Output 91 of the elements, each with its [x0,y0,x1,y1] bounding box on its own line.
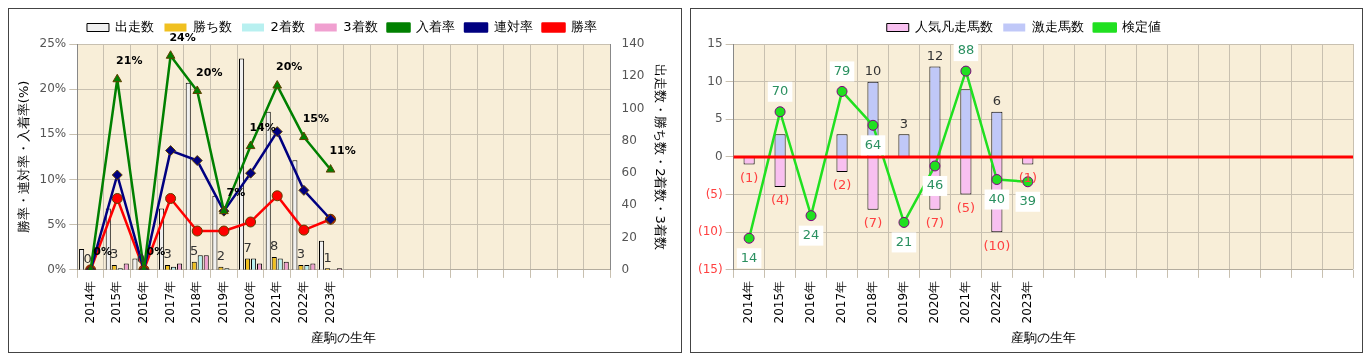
x-tick-label: 2015年 [109,280,124,324]
y2-axis-title: 出走数・勝ち数・2着数・3着数 [652,64,668,250]
y-tick-label: 5% [47,216,67,231]
x-tick-label: 2022年 [296,280,311,324]
y-tick-label: 15 [706,36,723,51]
y-axis-title: 勝率・連対率・入着率(%) [16,80,32,234]
legend-label: 入着率 [416,18,456,34]
x-tick-label: 2014年 [82,280,97,324]
legend-label: 連対率 [493,18,533,34]
x-axis-title: 産駒の生年 [311,329,377,345]
x-tick-label: 2016年 [802,280,817,324]
data-label: 7 [243,239,252,255]
data-label: 20% [276,60,303,74]
data-label: 24 [802,227,819,243]
x-tick-label: 2015年 [771,280,786,324]
data-label: 8 [270,238,279,254]
data-label: 10 [864,63,881,79]
y2-tick-label: 20 [621,229,637,244]
x-tick-label: 2020年 [926,280,941,324]
legend-label: 激走馬数 [1031,18,1084,34]
data-label: 0 [83,251,92,267]
legend-label: 出走数 [115,18,155,34]
data-label: (1) [739,169,758,185]
data-label: 88 [957,42,974,58]
data-label: 20% [196,65,223,79]
data-label: (10) [983,237,1010,253]
data-label: (7) [925,215,944,231]
x-tick-label: 2023年 [1019,280,1034,324]
data-label: 21% [116,54,143,68]
x-axis-title: 産駒の生年 [1010,329,1076,345]
y-tick-label: 10 [706,73,723,88]
x-tick-label: 2020年 [242,280,257,324]
data-label: (7) [863,215,882,231]
x-tick-label: 2018年 [864,280,879,324]
y2-tick-label: 60 [621,165,637,180]
y-tick-label: 25% [39,36,67,51]
y-tick-label: (15) [697,261,723,276]
y-tick-label: 0% [47,261,67,276]
y2-tick-label: 40 [621,197,637,212]
data-label: 15% [302,111,330,125]
legend-label: 勝率 [571,18,598,34]
legend-label: 検定値 [1121,18,1161,34]
legend-label: 人気凡走馬数 [914,18,993,34]
x-tick-label: 2016年 [136,280,151,324]
x-tick-label: 2023年 [322,280,337,324]
x-tick-label: 2021年 [269,280,284,324]
y-tick-label: 20% [39,81,67,96]
data-label: 3 [163,246,172,262]
data-label: (2) [832,177,851,193]
x-tick-label: 2018年 [189,280,204,324]
x-tick-label: 2017年 [833,280,848,324]
legend-label: 3着数 [343,18,378,34]
y-tick-label: (5) [705,186,723,201]
data-label: 3 [899,115,908,131]
data-label: 14 [740,249,757,265]
x-tick-label: 2019年 [216,280,231,324]
y2-tick-label: 100 [621,100,645,115]
data-label: 1 [323,249,332,265]
y-tick-label: 0 [714,149,723,164]
data-label: 3 [296,246,306,262]
data-label: 3 [110,246,119,262]
x-tick-label: 2019年 [895,280,910,324]
legend-label: 勝ち数 [192,18,232,34]
y-tick-label: (10) [697,224,723,239]
y2-tick-label: 140 [621,36,645,51]
x-tick-label: 2017年 [162,280,177,324]
data-label: 39 [1019,193,1036,209]
data-label: 0 [136,251,146,267]
data-label: 40 [988,190,1005,206]
data-label: 5 [190,243,199,259]
data-label: 11% [329,144,356,158]
y2-tick-label: 80 [621,132,637,147]
y-tick-label: 10% [39,171,67,186]
data-label: 64 [864,136,881,152]
legend-label: 2着数 [270,18,305,34]
y-tick-label: 5 [714,111,723,126]
x-tick-label: 2022年 [988,280,1003,324]
y-tick-label: 15% [39,126,67,141]
data-label: 21 [895,233,912,249]
data-label: 6 [992,93,1001,109]
x-tick-label: 2014年 [740,280,755,324]
data-label: 12 [926,47,943,63]
y2-tick-label: 0 [621,261,630,276]
data-label: 46 [926,177,943,193]
x-tick-label: 2021年 [957,280,972,324]
data-label: (4) [770,192,789,208]
y2-tick-label: 120 [621,68,645,83]
data-label: 2 [216,248,226,264]
data-label: (5) [956,199,975,215]
data-label: 79 [833,62,850,78]
data-label: 70 [771,83,788,99]
